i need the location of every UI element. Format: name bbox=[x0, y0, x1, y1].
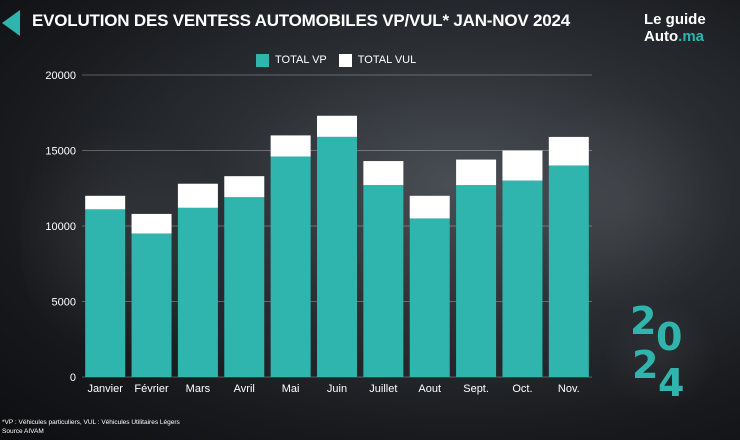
x-tick-label: Mars bbox=[186, 383, 211, 395]
bar-vul bbox=[85, 195, 126, 210]
back-arrow-icon[interactable] bbox=[0, 9, 22, 37]
bar-vp bbox=[85, 209, 126, 377]
bar-vul bbox=[502, 150, 543, 181]
y-tick-label: 10000 bbox=[45, 221, 76, 233]
bar-vp bbox=[363, 185, 404, 377]
bar-vp bbox=[456, 185, 497, 377]
bar-vul bbox=[456, 159, 497, 186]
legend-item-vp: TOTAL VP bbox=[256, 53, 327, 67]
bar-vul bbox=[409, 195, 450, 219]
bar-vp bbox=[548, 165, 589, 377]
bar-vp bbox=[177, 207, 218, 377]
x-tick-label: Nov. bbox=[558, 383, 580, 395]
bar-vul bbox=[177, 183, 218, 208]
brand-logo[interactable]: Le guide Auto.ma bbox=[644, 11, 724, 45]
x-tick-label: Sept. bbox=[463, 383, 489, 395]
bar-vul bbox=[224, 176, 265, 198]
bar-vp bbox=[270, 156, 311, 377]
x-tick-label: Mai bbox=[282, 383, 300, 395]
chart-footnote: *VP : Véhicules particuliers, VUL : Véhi… bbox=[2, 418, 180, 436]
year-badge-2024: 2 0 2 4 bbox=[630, 300, 684, 400]
y-tick-label: 5000 bbox=[52, 297, 76, 309]
x-tick-label: Juillet bbox=[369, 383, 397, 395]
bar-vp bbox=[409, 218, 450, 377]
y-tick-label: 20000 bbox=[45, 70, 76, 82]
y-tick-label: 15000 bbox=[45, 146, 76, 158]
legend-label-vul: TOTAL VUL bbox=[357, 54, 417, 66]
legend-item-vul: TOTAL VUL bbox=[338, 53, 417, 67]
logo-word: Auto bbox=[644, 28, 679, 45]
x-tick-label: Janvier bbox=[87, 383, 123, 395]
chart-title: EVOLUTION DES VENTESS AUTOMOBILES VP/VUL… bbox=[32, 11, 571, 30]
x-tick-label: Oct. bbox=[512, 383, 532, 395]
bar-vul bbox=[317, 115, 357, 137]
logo-domain: .ma bbox=[678, 28, 705, 45]
bar-vp bbox=[502, 180, 543, 377]
legend-swatch-vp bbox=[256, 53, 269, 67]
logo-line-1: Le guide bbox=[644, 11, 706, 28]
footnote-abbreviations: *VP : Véhicules particuliers, VUL : Véhi… bbox=[2, 419, 180, 426]
x-tick-label: Février bbox=[134, 383, 169, 395]
footnote-source: Source AIVAM bbox=[2, 428, 44, 435]
year-digit-2: 0 bbox=[656, 315, 682, 359]
y-tick-label: 0 bbox=[70, 372, 76, 384]
year-digit-1: 2 bbox=[630, 300, 656, 343]
bar-vp bbox=[131, 233, 172, 377]
chart-legend: TOTAL VP TOTAL VUL bbox=[256, 52, 428, 68]
bar-vul bbox=[548, 136, 589, 166]
bar-vp bbox=[224, 197, 265, 377]
x-tick-label: Juin bbox=[327, 383, 347, 395]
x-tick-label: Avril bbox=[234, 383, 255, 395]
year-digit-3: 2 bbox=[632, 343, 658, 387]
bar-vul bbox=[270, 135, 311, 157]
legend-label-vp: TOTAL VP bbox=[275, 54, 327, 66]
x-tick-label: Aout bbox=[418, 383, 441, 395]
bar-vul bbox=[363, 161, 404, 186]
logo-line-2: Auto.ma bbox=[644, 28, 724, 45]
year-digit-4: 4 bbox=[658, 361, 684, 400]
bar-vp bbox=[317, 136, 357, 377]
bar-vul bbox=[131, 213, 172, 234]
legend-swatch-vul bbox=[338, 53, 352, 67]
